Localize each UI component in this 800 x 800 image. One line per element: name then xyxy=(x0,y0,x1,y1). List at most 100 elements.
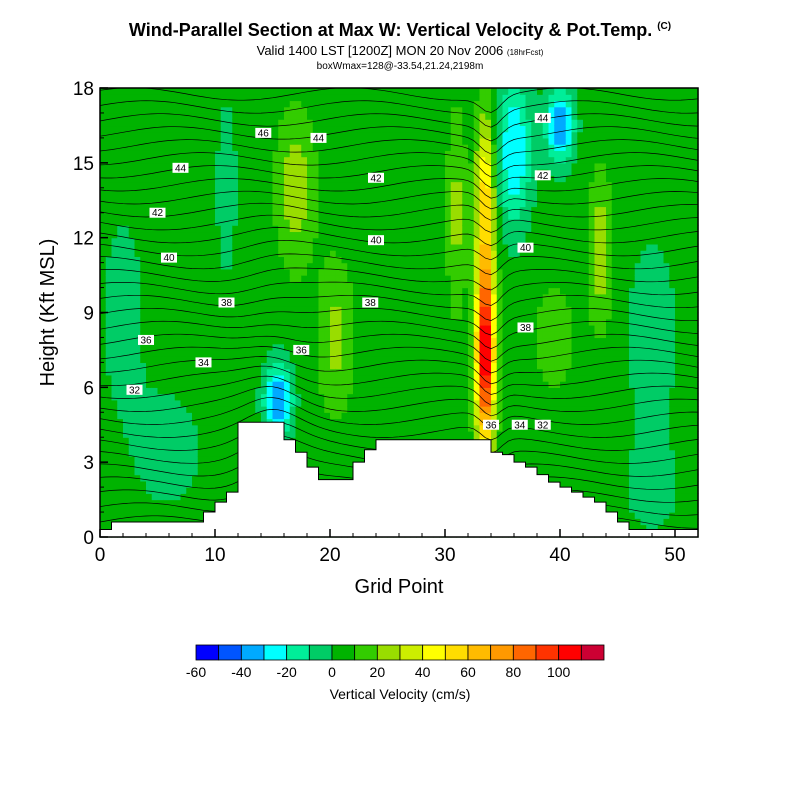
velocity-cell xyxy=(186,418,193,426)
velocity-cell xyxy=(243,131,251,139)
velocity-cell xyxy=(479,100,486,108)
velocity-cell xyxy=(232,131,239,139)
velocity-cell xyxy=(261,337,268,345)
velocity-cell xyxy=(232,480,239,488)
velocity-cell xyxy=(220,206,228,214)
velocity-cell xyxy=(491,144,498,151)
velocity-cell xyxy=(117,268,124,276)
velocity-cell xyxy=(393,331,400,339)
velocity-cell xyxy=(111,499,118,507)
velocity-cell xyxy=(146,262,153,270)
velocity-cell xyxy=(134,381,141,388)
velocity-cell xyxy=(169,106,176,114)
velocity-cell xyxy=(174,206,182,214)
velocity-cell xyxy=(284,237,291,245)
velocity-cell xyxy=(404,349,412,357)
velocity-cell xyxy=(433,212,440,220)
velocity-cell xyxy=(301,100,308,108)
velocity-cell xyxy=(301,300,308,307)
velocity-cell xyxy=(381,374,389,382)
velocity-cell xyxy=(393,250,400,257)
velocity-cell xyxy=(117,175,124,183)
velocity-cell xyxy=(295,399,302,407)
velocity-cell xyxy=(174,144,182,151)
velocity-cell xyxy=(249,268,256,276)
velocity-cell xyxy=(209,324,216,332)
velocity-cell xyxy=(370,287,377,295)
velocity-cell xyxy=(255,275,262,282)
velocity-cell xyxy=(192,368,199,376)
velocity-cell xyxy=(215,119,222,127)
velocity-cell xyxy=(358,218,366,226)
velocity-cell xyxy=(151,237,159,245)
velocity-cell xyxy=(462,418,469,426)
velocity-cell xyxy=(117,169,124,176)
velocity-cell xyxy=(422,131,429,139)
velocity-cell xyxy=(376,324,383,332)
velocity-cell xyxy=(192,225,199,233)
velocity-cell xyxy=(249,212,256,220)
velocity-cell xyxy=(491,349,498,357)
velocity-cell xyxy=(123,268,130,276)
velocity-cell xyxy=(243,212,251,220)
velocity-cell xyxy=(100,343,107,351)
velocity-cell xyxy=(192,418,199,426)
velocity-cell xyxy=(278,112,285,120)
velocity-cell xyxy=(169,349,176,357)
velocity-cell xyxy=(301,243,308,251)
velocity-cell xyxy=(146,412,153,420)
velocity-cell xyxy=(186,181,193,189)
velocity-cell xyxy=(226,287,233,295)
velocity-cell xyxy=(445,94,452,102)
velocity-cell xyxy=(215,156,222,164)
velocity-cell xyxy=(151,374,159,382)
velocity-cell xyxy=(307,324,314,332)
velocity-cell xyxy=(146,381,153,388)
velocity-cell xyxy=(295,112,302,120)
velocity-cell xyxy=(358,206,366,214)
velocity-cell xyxy=(341,474,348,482)
velocity-cell xyxy=(169,200,176,208)
velocity-cell xyxy=(347,231,354,239)
velocity-cell xyxy=(140,169,147,176)
velocity-cell xyxy=(157,275,164,282)
velocity-cell xyxy=(370,437,377,445)
velocity-cell xyxy=(387,169,394,176)
velocity-cell xyxy=(105,505,113,513)
velocity-cell xyxy=(422,318,429,326)
velocity-cell xyxy=(151,343,159,351)
velocity-cell xyxy=(215,362,222,370)
velocity-cell xyxy=(163,493,170,501)
velocity-cell xyxy=(450,430,458,438)
velocity-cell xyxy=(117,119,124,127)
velocity-cell xyxy=(393,362,400,370)
velocity-cell xyxy=(117,393,124,401)
velocity-cell xyxy=(232,194,239,201)
velocity-cell xyxy=(146,443,153,451)
velocity-cell xyxy=(266,300,274,307)
velocity-cell xyxy=(203,337,210,345)
velocity-cell xyxy=(456,112,463,120)
velocity-cell xyxy=(318,250,325,257)
velocity-cell xyxy=(445,406,452,413)
velocity-cell xyxy=(399,150,406,158)
velocity-cell xyxy=(117,462,124,470)
velocity-cell xyxy=(295,119,302,127)
velocity-cell xyxy=(318,162,325,170)
velocity-cell xyxy=(312,300,320,307)
velocity-cell xyxy=(232,281,239,289)
velocity-cell xyxy=(353,356,360,363)
velocity-cell xyxy=(335,262,343,270)
velocity-cell xyxy=(117,250,124,257)
velocity-cell xyxy=(479,175,486,183)
velocity-cell xyxy=(404,162,412,170)
velocity-cell xyxy=(249,312,256,320)
velocity-cell xyxy=(468,381,475,388)
velocity-cell xyxy=(105,200,113,208)
velocity-cell xyxy=(203,455,210,463)
velocity-cell xyxy=(462,181,469,189)
velocity-cell xyxy=(255,181,262,189)
velocity-cell xyxy=(387,131,394,139)
velocity-cell xyxy=(456,324,463,332)
velocity-cell xyxy=(330,144,337,151)
